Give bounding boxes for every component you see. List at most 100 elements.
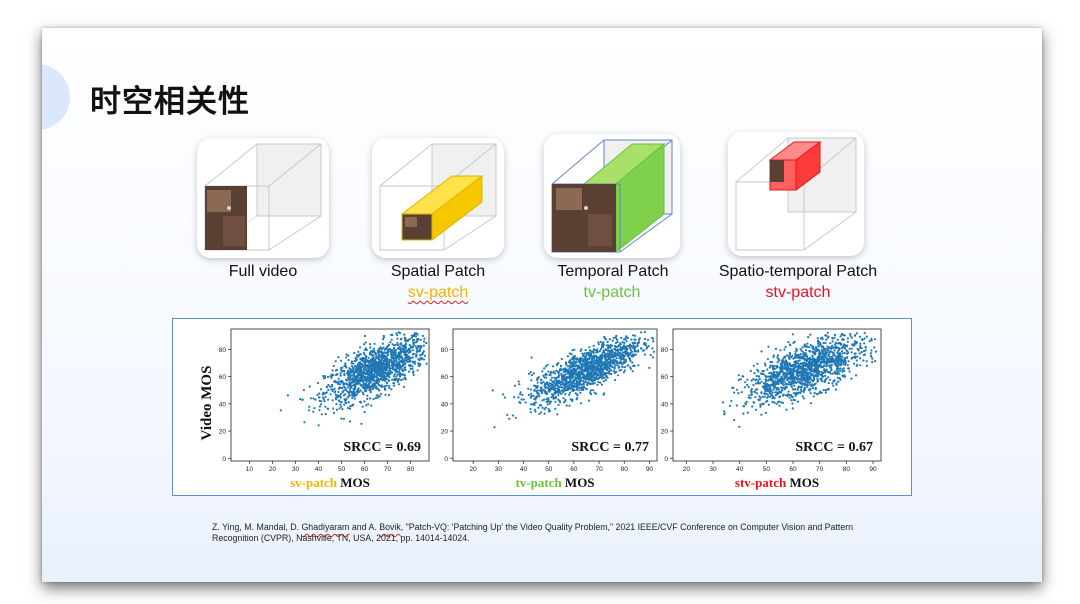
scatter-point: [513, 384, 516, 387]
y-tick-label: 80: [219, 347, 227, 354]
scatter-point: [599, 347, 603, 351]
scatter-point: [819, 390, 822, 393]
scatter-point: [554, 372, 557, 375]
scatter-point: [372, 397, 375, 401]
scatter-point: [577, 377, 580, 380]
scatter-point: [355, 383, 358, 386]
citation: Z. Ying, M. Mandal, D. Ghadiyaram and A.…: [212, 522, 972, 544]
scatter-point: [379, 392, 383, 396]
scatter-point: [803, 344, 806, 347]
scatter-point: [562, 401, 566, 404]
scatter-point: [613, 371, 616, 374]
scatter-point: [395, 375, 398, 378]
scatter-point: [562, 383, 565, 386]
scatter-point: [308, 385, 311, 388]
scatter-point: [359, 362, 362, 366]
scatter-point: [588, 362, 591, 365]
scatter-point: [804, 386, 807, 390]
scatter-point: [737, 392, 740, 395]
scatter-point: [340, 405, 343, 408]
scatter-point: [369, 346, 372, 349]
y-tick-label: 60: [441, 374, 449, 381]
scatter-point: [508, 417, 511, 420]
scatter-point: [744, 403, 747, 406]
scatter-point: [568, 377, 571, 380]
scatter-point: [570, 385, 573, 388]
scatter-point: [325, 385, 328, 388]
scatter-point: [405, 349, 409, 352]
scatter-point: [580, 383, 583, 386]
scatter-point: [607, 358, 610, 361]
scatter-point: [383, 385, 386, 388]
scatter-point: [608, 364, 611, 367]
scatter-point: [577, 365, 581, 368]
scatter-point: [381, 342, 384, 345]
scatter-point: [560, 372, 563, 376]
scatter-point: [794, 362, 797, 365]
scatter-point: [369, 360, 372, 364]
scatter-point: [782, 384, 785, 387]
scatter-point: [761, 372, 764, 376]
scatter-point: [533, 389, 536, 392]
scatter-point: [613, 366, 616, 369]
x-tick-label: 80: [407, 466, 415, 473]
scatter-point: [372, 387, 375, 391]
scatter-point: [771, 394, 774, 397]
scatter-point: [568, 383, 571, 386]
scatter-point: [350, 378, 353, 381]
scatter-point: [394, 364, 397, 367]
scatter-point: [786, 354, 789, 357]
scatter-point: [409, 349, 412, 352]
scatter-point: [368, 367, 371, 370]
scatter-point: [651, 356, 654, 359]
scatter-point: [623, 366, 627, 369]
scatter-point: [779, 390, 782, 393]
scatter-point: [367, 382, 370, 385]
scatter-point: [648, 366, 651, 369]
x-axis-label-1: sv-patch MOS: [290, 475, 370, 490]
scatter-point: [357, 387, 360, 390]
scatter-point: [599, 364, 602, 367]
scatter-point: [347, 386, 350, 389]
scatter-point: [391, 378, 394, 381]
scatter-point: [836, 342, 840, 345]
scatter-point: [823, 380, 827, 383]
scatter-point: [592, 348, 596, 351]
full-video-cube-diagram: [204, 143, 322, 251]
scatter-point: [347, 401, 350, 404]
scatter-point: [395, 356, 398, 359]
scatter-point: [822, 342, 825, 345]
scatter-point: [411, 346, 415, 349]
scatter-point: [592, 389, 595, 392]
scatter-point: [567, 387, 570, 390]
scatter-point: [558, 390, 561, 393]
scatter-point: [806, 363, 809, 366]
scatter-point: [491, 389, 494, 392]
scatter-point: [527, 393, 530, 397]
scatter-point: [601, 376, 604, 379]
scatter-point: [529, 411, 532, 414]
panel-spatial-patch: [372, 138, 504, 258]
scatter-point: [763, 395, 766, 398]
scatter-point: [799, 391, 802, 394]
scatter-point: [392, 358, 395, 361]
scatter-point: [760, 350, 763, 353]
scatter-point: [412, 335, 416, 338]
scatter-point: [565, 369, 568, 372]
scatter-point: [394, 351, 397, 354]
scatter-point: [338, 380, 341, 383]
scatter-point: [341, 408, 344, 411]
scatter-point: [844, 359, 847, 362]
scatter-point: [771, 375, 774, 378]
scatter-point: [804, 380, 807, 383]
figure-ylabel: Video MOS: [199, 366, 215, 441]
scatter-point: [568, 352, 571, 355]
scatter-point: [534, 385, 537, 388]
scatter-point: [555, 363, 558, 367]
scatter-point: [322, 391, 325, 394]
scatter-point: [345, 365, 348, 368]
scatter-point: [607, 370, 611, 373]
panel-label-spatio-temporal-patch: Spatio-temporal Patch: [718, 263, 878, 280]
scatter-point: [644, 342, 647, 345]
scatter-point: [833, 333, 837, 336]
